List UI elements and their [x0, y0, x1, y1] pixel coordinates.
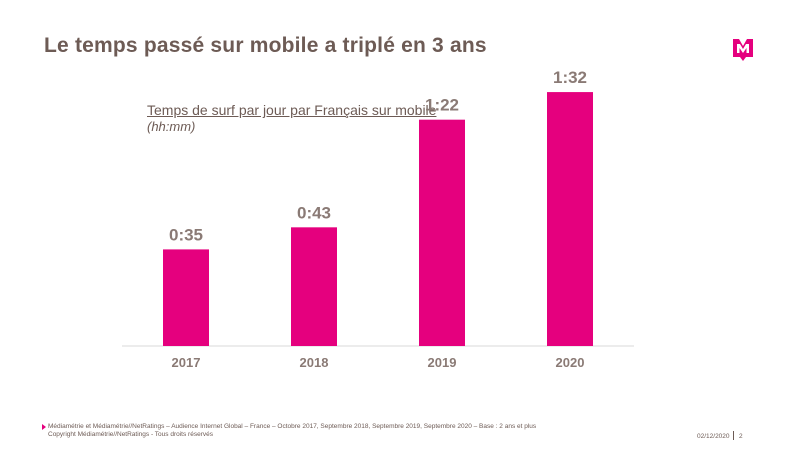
chart-title: Temps de surf par jour par Français sur …	[147, 102, 437, 118]
x-tick-label-2019: 2019	[428, 355, 457, 370]
bar-2020	[547, 92, 593, 346]
x-tick-label-2017: 2017	[172, 355, 201, 370]
data-label-2017: 0:35	[169, 225, 203, 244]
bar-2018	[291, 227, 337, 346]
source-note: Médiamétrie et Médiamétrie//NetRatings –…	[42, 423, 537, 439]
x-tick-label-2020: 2020	[556, 355, 585, 370]
source-line-2: Copyright Médiamétrie//NetRatings - Tous…	[48, 431, 213, 438]
chart-subtitle: (hh:mm)	[147, 119, 196, 134]
data-label-2020: 1:32	[553, 68, 587, 87]
x-tick-label-2018: 2018	[300, 355, 329, 370]
slide-title: Le temps passé sur mobile a triplé en 3 …	[44, 34, 487, 57]
bar-2019	[419, 119, 465, 347]
footer-separator	[733, 431, 734, 440]
data-label-2018: 0:43	[297, 203, 331, 222]
mediametrie-logo-icon	[733, 39, 753, 61]
bar-2017	[163, 249, 209, 346]
bullet-triangle-icon	[42, 424, 46, 430]
source-line-1: Médiamétrie et Médiamétrie//NetRatings –…	[48, 423, 537, 430]
data-label-2019: 1:22	[425, 96, 459, 115]
page-number: 2	[739, 433, 743, 440]
footer-date: 02/12/2020	[697, 433, 730, 440]
